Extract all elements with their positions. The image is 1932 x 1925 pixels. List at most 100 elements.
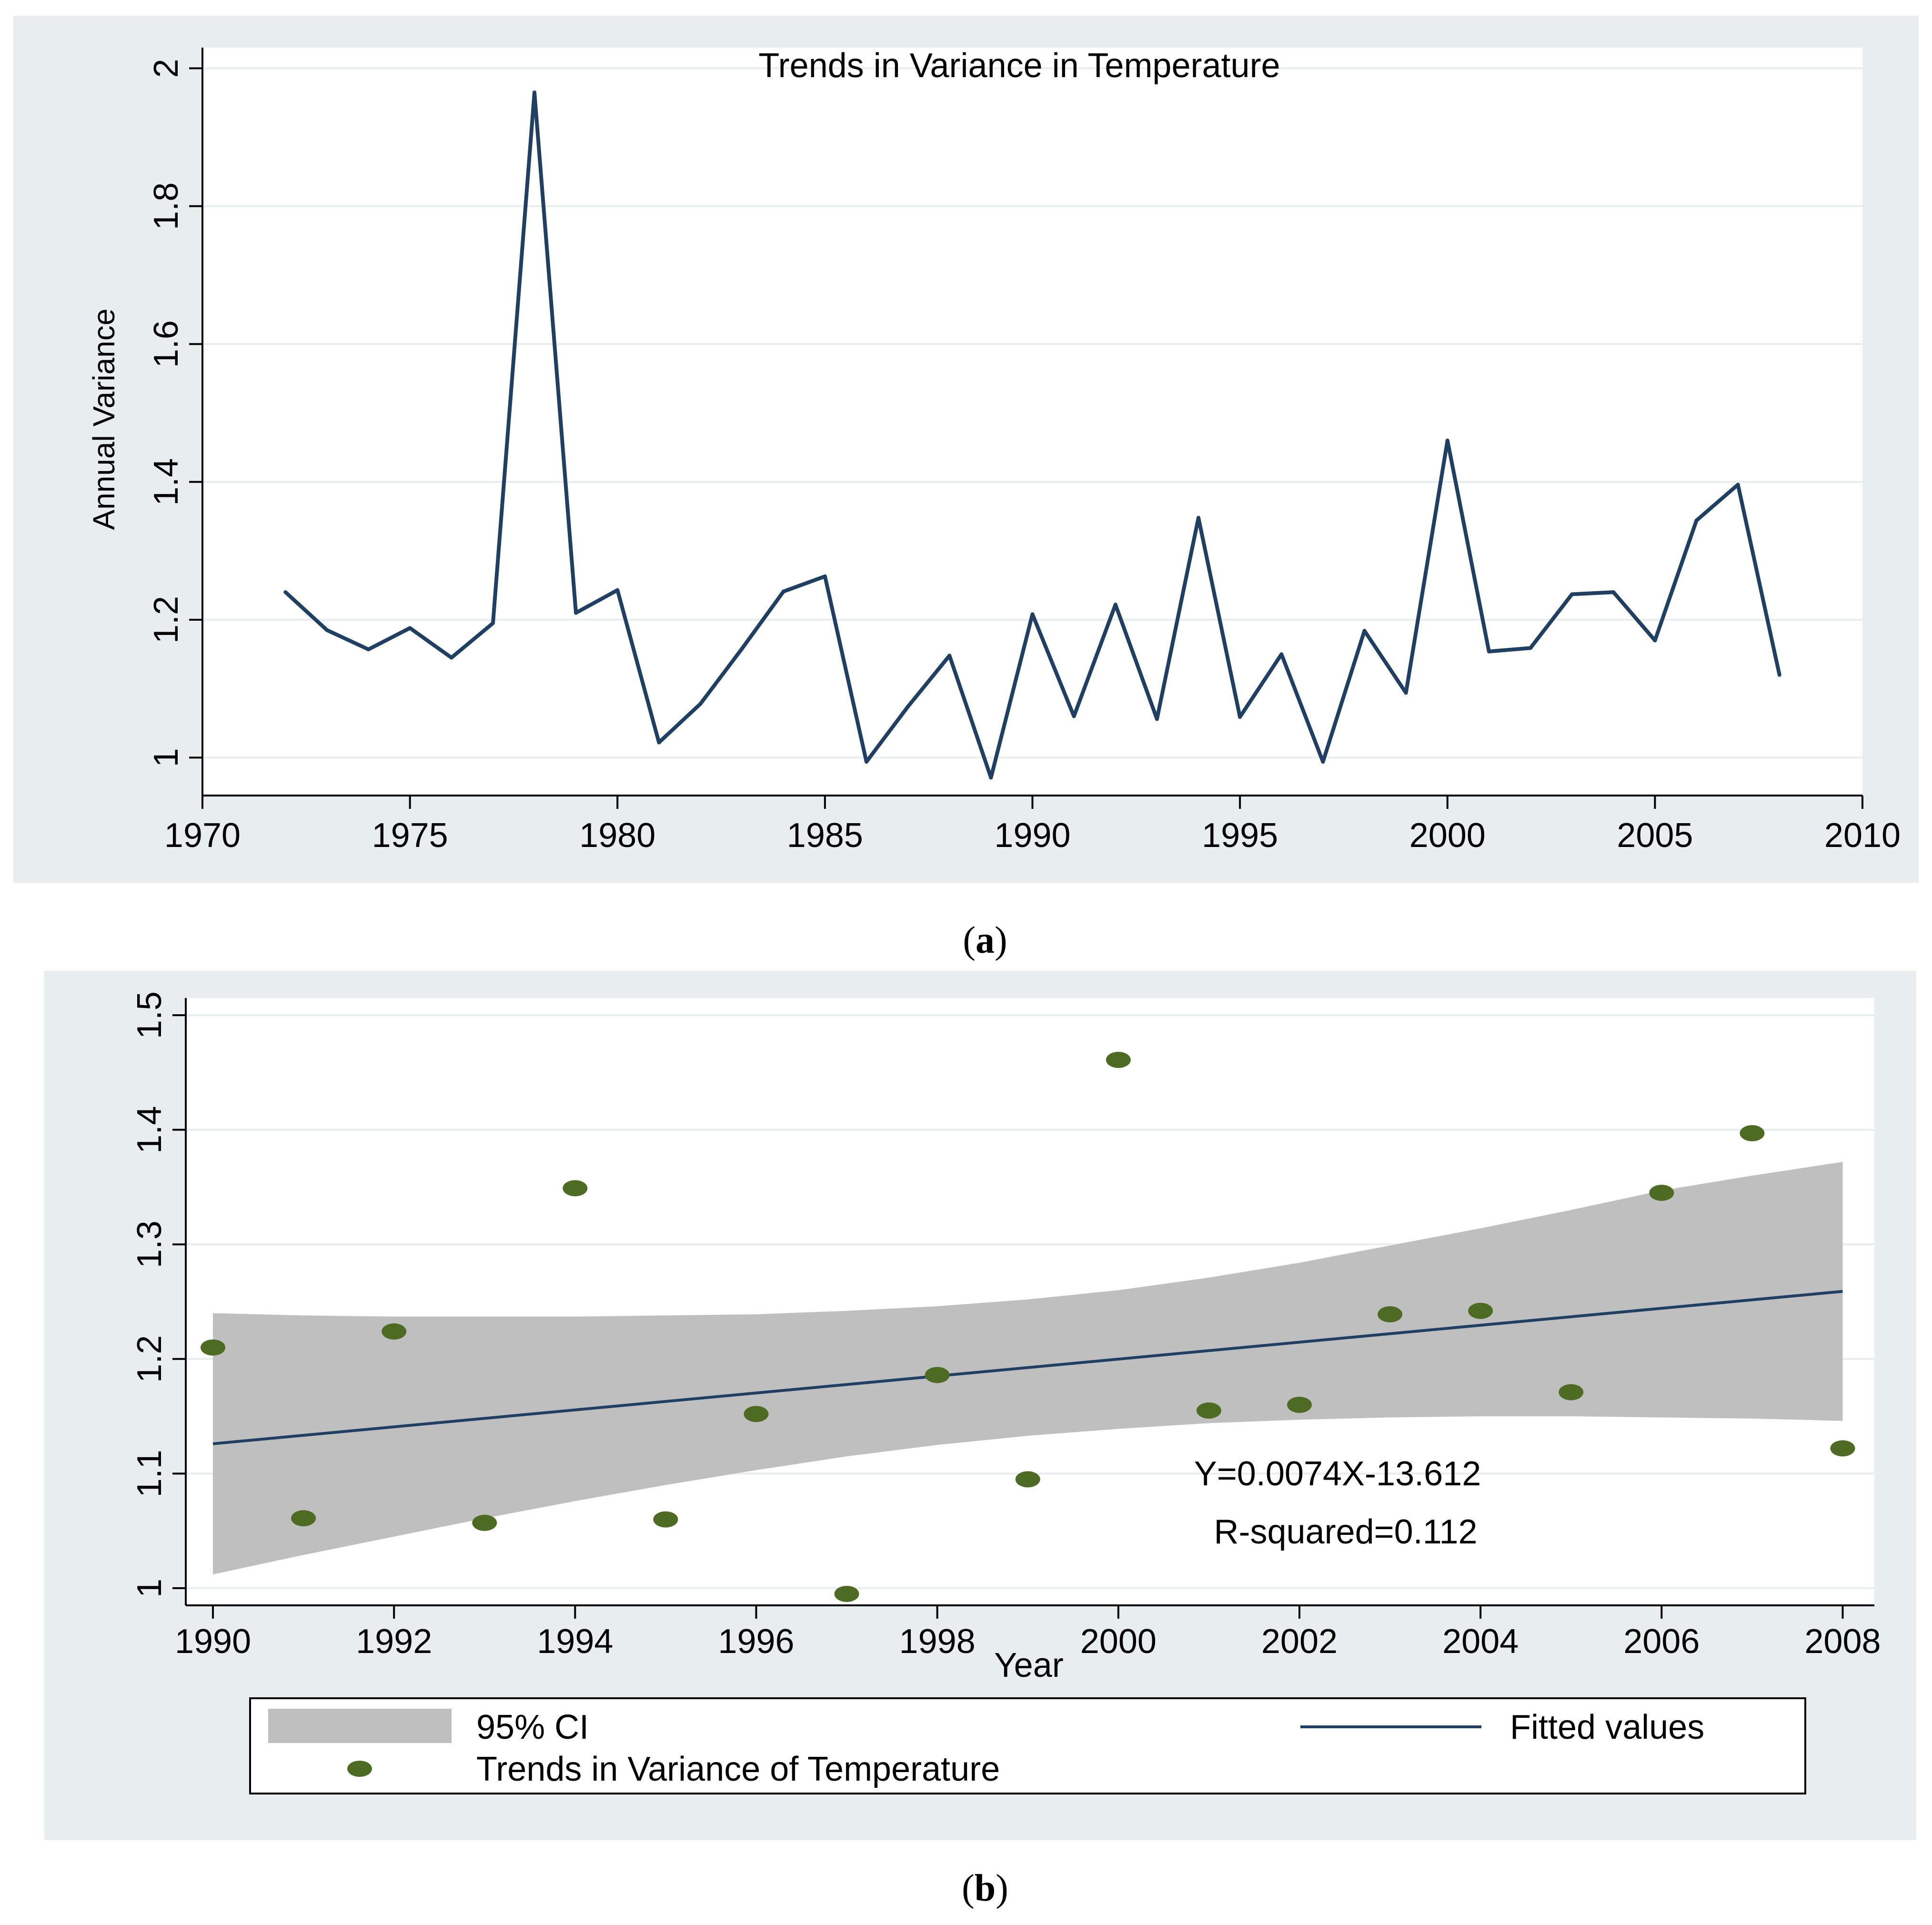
chart-b-scatter-point bbox=[1649, 1184, 1674, 1201]
chart-b-ticks: 1 1.1 1.2 1.3 1.4 1.5 1990 1992 1994 1996 1998 2000… bbox=[131, 991, 1881, 1661]
legend-ci-label: 95% CI bbox=[476, 1708, 589, 1746]
chart-b-x-tick-label: 1994 bbox=[537, 1623, 613, 1661]
chart-a-x-tick-label: 2005 bbox=[1617, 816, 1693, 855]
chart-a-data-point bbox=[865, 760, 868, 764]
chart-b-y-tick-label: 1.3 bbox=[131, 1220, 169, 1268]
chart-b-scatter-point bbox=[563, 1180, 588, 1197]
chart-a-data-point bbox=[1570, 592, 1574, 596]
chart-a-ticks: 1 1.2 1.4 1.6 1.8 2 1970 1975 1980 1985 1990 1995 20… bbox=[147, 59, 1901, 855]
chart-a-data-point bbox=[906, 705, 910, 709]
chart-b-scatter-point bbox=[925, 1367, 950, 1383]
chart-a-data-point bbox=[533, 91, 536, 95]
chart-b-scatter-point bbox=[1196, 1402, 1221, 1419]
chart-b-x-tick-label: 1990 bbox=[175, 1623, 251, 1661]
chart-b-scatter-point bbox=[1015, 1471, 1040, 1488]
chart-b-points bbox=[201, 1051, 1855, 1602]
chart-a-data-point bbox=[1155, 717, 1159, 721]
chart-a-plot-area bbox=[202, 48, 1862, 796]
legend-scatter-marker bbox=[347, 1761, 372, 1777]
chart-b-scatter-point bbox=[472, 1514, 497, 1531]
chart-b-y-tick-label: 1.1 bbox=[131, 1450, 169, 1497]
chart-a-data-point bbox=[740, 646, 744, 651]
chart-a-y-tick-label: 1.2 bbox=[147, 596, 185, 644]
chart-a-x-tick-label: 1985 bbox=[787, 816, 863, 855]
chart-a-x-tick-label: 1975 bbox=[372, 816, 448, 855]
chart-b-scatter-point bbox=[1468, 1302, 1493, 1319]
chart-a-data-point bbox=[698, 702, 703, 706]
chart-b-x-tick-label: 2000 bbox=[1080, 1623, 1157, 1661]
chart-b-annotation-r-squared: R-squared=0.112 bbox=[1214, 1513, 1477, 1551]
chart-a-data-point bbox=[1404, 691, 1408, 695]
chart-a-data-point bbox=[1487, 649, 1491, 654]
panel-b-label: (b) bbox=[962, 1867, 1008, 1909]
chart-a-y-tick-label: 1.4 bbox=[147, 458, 185, 506]
chart-a-title: Trends in Variance in Temperature bbox=[758, 47, 1280, 85]
chart-a-data-point bbox=[1113, 603, 1117, 607]
chart-b-x-tick-label: 2008 bbox=[1804, 1623, 1881, 1661]
chart-a-data-point bbox=[1030, 612, 1035, 616]
chart-b-x-tick-label: 2004 bbox=[1442, 1623, 1519, 1661]
legend-fitted-label: Fitted values bbox=[1510, 1708, 1704, 1746]
chart-b-fitted-line bbox=[212, 1290, 1843, 1445]
chart-b-scatter-point bbox=[201, 1339, 226, 1356]
chart-a-x-tick-label: 2010 bbox=[1824, 816, 1901, 855]
chart-b-x-tick-label: 1998 bbox=[899, 1623, 976, 1661]
chart-b-scatter-point bbox=[1740, 1125, 1765, 1141]
chart-b-x-tick-label: 2006 bbox=[1623, 1623, 1700, 1661]
chart-a-x-tick-label: 1995 bbox=[1202, 816, 1278, 855]
chart-a-data-point bbox=[1529, 646, 1532, 650]
chart-b-scatter-point bbox=[653, 1511, 678, 1528]
chart-a-y-axis-label: Annual Variance bbox=[87, 309, 121, 530]
panel-a-label: (a) bbox=[963, 919, 1007, 961]
chart-a-data-point bbox=[1238, 715, 1242, 719]
chart-a-y-tick-label: 2 bbox=[147, 59, 185, 78]
chart-b-scatter-point bbox=[1287, 1397, 1312, 1413]
chart-b-y-tick-label: 1.4 bbox=[131, 1106, 169, 1154]
chart-a-y-tick-label: 1.8 bbox=[147, 182, 185, 230]
chart-a-data-point bbox=[366, 647, 371, 652]
chart-a-y-tick-label: 1 bbox=[147, 748, 185, 767]
chart-a-x-tick-label: 2000 bbox=[1409, 816, 1486, 855]
chart-b-legend: 95% CI Fitted values Trends in Variance … bbox=[249, 1697, 1806, 1794]
chart-a-data-point bbox=[1611, 590, 1616, 595]
chart-a-data-point bbox=[1279, 652, 1284, 656]
chart-a-data-point bbox=[1736, 483, 1740, 487]
chart-b-x-tick-label: 1992 bbox=[356, 1623, 432, 1661]
chart-b-scatter-point bbox=[1106, 1051, 1131, 1068]
chart-a-data-point bbox=[1777, 673, 1781, 677]
chart-a-data-point bbox=[1197, 515, 1200, 520]
chart-a-data-point bbox=[1072, 714, 1076, 718]
chart-b-x-axis-label: Year bbox=[994, 1646, 1063, 1684]
chart-b-scatter-point bbox=[291, 1510, 316, 1527]
chart-a-data-point bbox=[491, 621, 495, 625]
chart-a-data-point bbox=[657, 740, 661, 745]
chart-a-x-tick-label: 1970 bbox=[164, 816, 241, 855]
chart-a-data-point bbox=[1653, 638, 1657, 643]
legend-ci-swatch bbox=[268, 1709, 452, 1743]
chart-a-data-point bbox=[823, 574, 827, 578]
chart-a-data-point bbox=[574, 611, 578, 615]
chart-b-scatter-point bbox=[1830, 1440, 1855, 1457]
chart-a-y-tick-label: 1.6 bbox=[147, 320, 185, 368]
chart-b-x-tick-label: 2002 bbox=[1261, 1623, 1338, 1661]
chart-a-x-tick-label: 1990 bbox=[994, 816, 1070, 855]
chart-b-scatter-point bbox=[834, 1585, 859, 1602]
chart-a-points bbox=[283, 91, 1781, 780]
chart-b-scatter-point bbox=[744, 1406, 769, 1422]
chart-b-scatter-point bbox=[382, 1323, 407, 1340]
chart-b-axes bbox=[185, 998, 1874, 1606]
chart-a-data-point bbox=[1445, 438, 1449, 443]
chart-a-data-point bbox=[283, 590, 288, 595]
chart-b-y-tick-label: 1 bbox=[131, 1579, 169, 1598]
chart-b-x-tick-label: 1996 bbox=[718, 1623, 794, 1661]
chart-a-data-point bbox=[325, 628, 329, 632]
chart-a-data-point bbox=[947, 654, 952, 658]
chart-b-scatter-point bbox=[1559, 1384, 1584, 1401]
chart-a-data-point bbox=[781, 589, 785, 594]
chart-a-data-point bbox=[989, 776, 993, 780]
chart-a-data-point bbox=[449, 655, 453, 660]
chart-a-data-point bbox=[408, 626, 412, 630]
chart-a-data-point bbox=[615, 588, 620, 592]
chart-a-x-tick-label: 1980 bbox=[579, 816, 655, 855]
